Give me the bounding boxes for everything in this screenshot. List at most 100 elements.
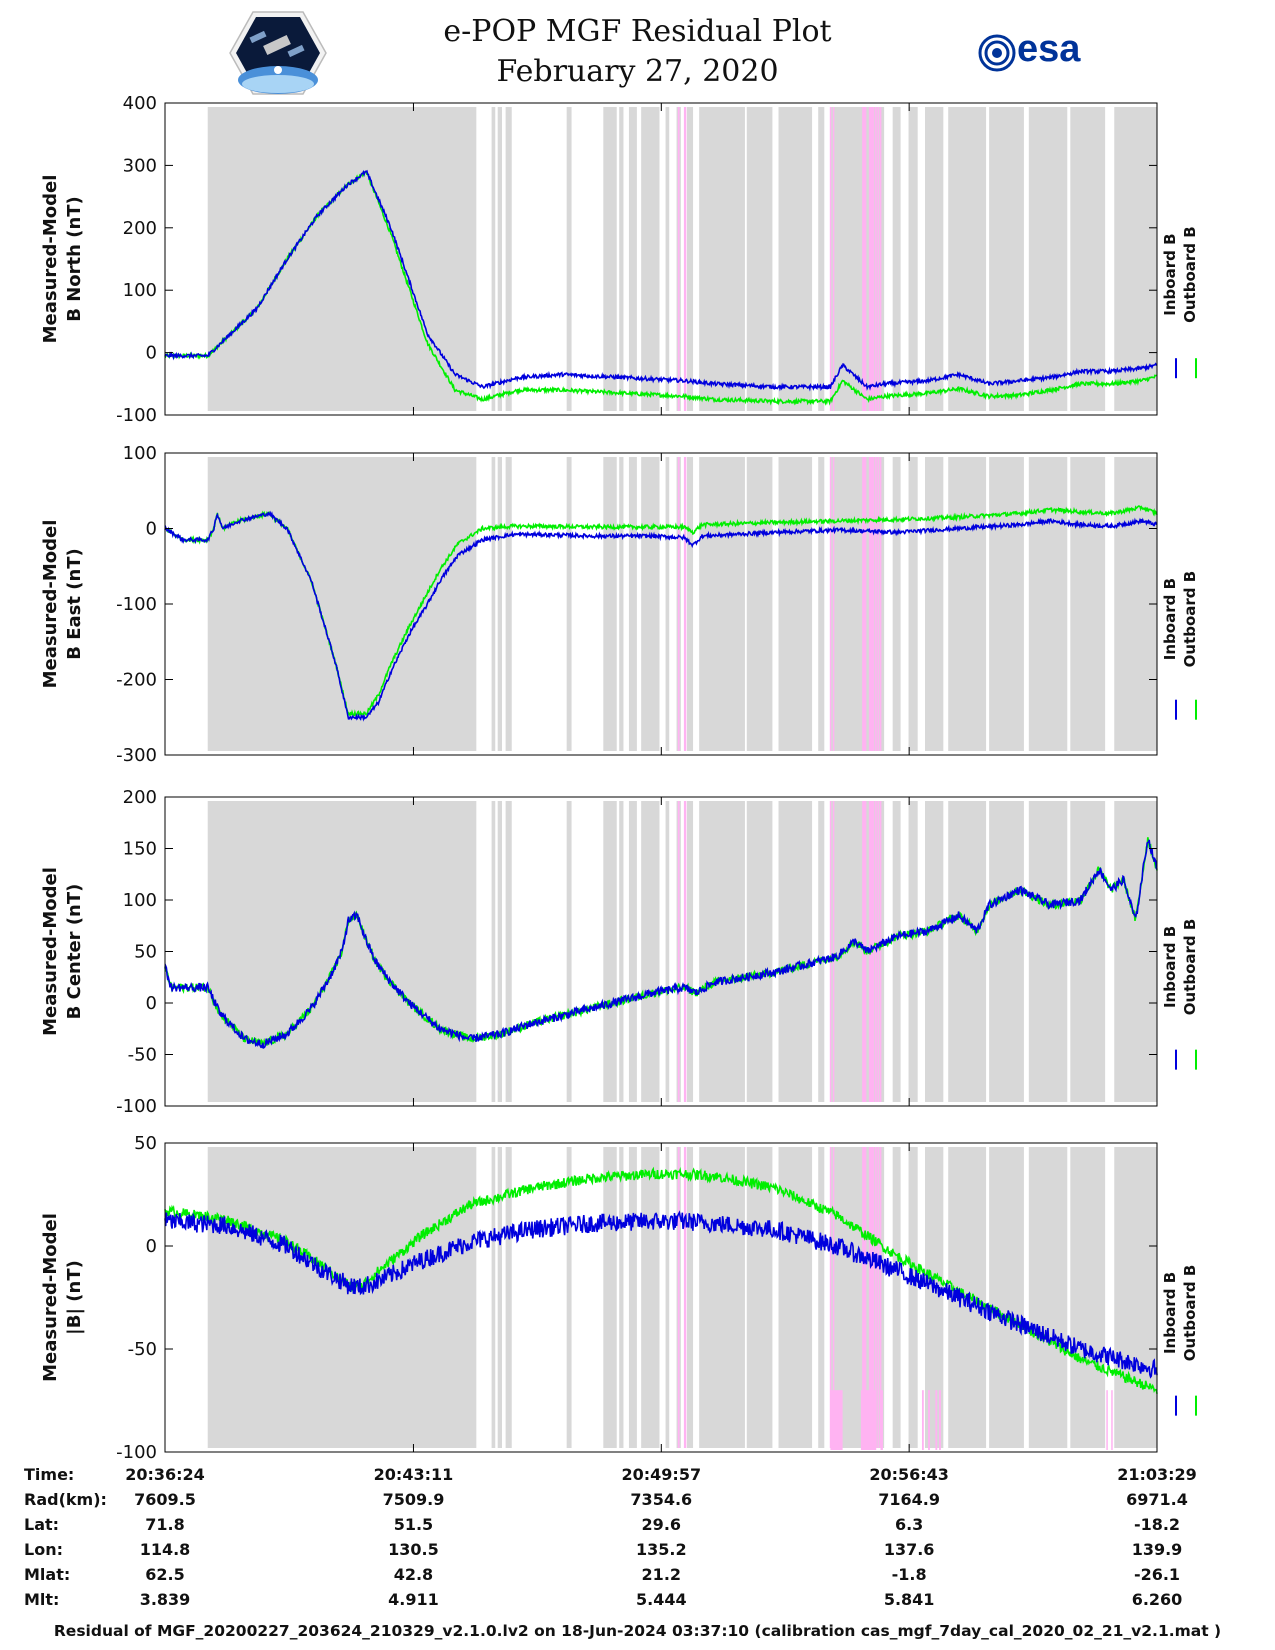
gray-shade-band — [818, 1147, 825, 1448]
panel-b-magnitude: -100 -50 0 50 Measured-Model |B| (nT) Inboard … — [40, 1133, 1199, 1460]
ephemeris-value: 20:43:11 — [373, 1465, 454, 1484]
legend: Inboard B Outboard B — [1161, 1265, 1199, 1362]
pink-shade-band — [868, 107, 875, 411]
gray-shade-band — [1070, 457, 1106, 751]
pink-shade-band — [832, 107, 835, 411]
ephemeris-value: 42.8 — [393, 1565, 434, 1584]
cassiope-mission-logo — [229, 11, 327, 95]
ephemeris-row-label: Mlat: — [24, 1565, 71, 1584]
legend: Inboard B Outboard B — [1161, 571, 1199, 668]
pink-shade-band — [879, 1147, 882, 1448]
gray-shade-band — [989, 107, 1024, 411]
pink-shade-band — [935, 1390, 938, 1450]
gray-shade-band — [989, 457, 1024, 751]
gray-shade-band — [665, 107, 670, 411]
ephemeris-row-label: Time: — [24, 1465, 75, 1484]
pink-shade-band — [832, 801, 835, 1102]
gray-shade-band — [497, 107, 502, 411]
panel-b-north: -100 0 100 200 300 400 Measured-Model B North (… — [40, 93, 1199, 426]
y-tick-label: 150 — [123, 839, 157, 860]
y-tick-label: 100 — [123, 890, 157, 911]
y-axis-label: Measured-Model |B| (nT) — [40, 1213, 85, 1382]
pink-shade-band — [874, 801, 877, 1102]
y-axis-label-line: B East (nT) — [64, 548, 85, 660]
pink-shade-band — [683, 801, 687, 1102]
ephemeris-value: 4.911 — [388, 1590, 439, 1609]
gray-shade-band — [207, 1147, 477, 1448]
ephemeris-row-label: Mlt: — [24, 1590, 60, 1609]
gray-shade-band — [892, 107, 901, 411]
gray-shade-band — [908, 801, 918, 1102]
pink-shade-band — [683, 1147, 687, 1448]
gray-shade-band — [830, 457, 863, 751]
y-axis-label-line: B North (nT) — [64, 196, 85, 322]
esa-logo: esa — [975, 28, 1115, 78]
gray-shade-band — [925, 107, 944, 411]
pink-shade-band — [868, 457, 875, 751]
gray-shade-band — [892, 801, 901, 1102]
gray-shade-band — [665, 457, 670, 751]
gray-shade-band — [948, 457, 987, 751]
y-tick-label: -50 — [128, 1045, 157, 1066]
gray-shade-band — [699, 801, 745, 1102]
pink-shade-band — [874, 107, 877, 411]
pink-shade-band — [877, 801, 880, 1102]
gray-shade-band — [665, 801, 670, 1102]
pink-shade-band — [677, 1147, 680, 1448]
gray-shade-band — [699, 107, 745, 411]
gray-shade-band — [641, 801, 660, 1102]
gray-shade-band — [505, 457, 512, 751]
gray-shade-band — [665, 1147, 670, 1448]
gray-shade-band — [746, 801, 773, 1102]
ephemeris-row: Mlt: 3.839 4.911 5.444 5.841 6.260 — [0, 1590, 1275, 1615]
gray-shade-band — [699, 457, 745, 751]
ephemeris-value: 21:03:29 — [1117, 1465, 1197, 1484]
ephemeris-value: 3.839 — [139, 1590, 191, 1609]
pink-shade-band — [877, 1147, 880, 1448]
ephemeris-row: Rad(km): 7609.5 7509.9 7354.6 7164.9 6971.4 — [0, 1490, 1275, 1515]
gray-shade-band — [1070, 1147, 1106, 1448]
pink-shade-band — [862, 107, 867, 411]
inboard-series-line — [164, 839, 1158, 1049]
legend-inboard-label: Inboard B — [1161, 233, 1179, 315]
gray-shade-band — [778, 107, 813, 411]
y-axis-label-line: Measured-Model — [40, 867, 61, 1036]
gray-shade-band — [778, 457, 813, 751]
y-tick-label: 100 — [123, 280, 157, 301]
y-tick-label: -100 — [116, 1096, 157, 1117]
ephemeris-value: 5.841 — [883, 1590, 935, 1609]
legend-inboard-label: Inboard B — [1161, 926, 1179, 1008]
y-axis-label-line: B Center (nT) — [64, 884, 85, 1020]
esa-emblem-icon — [978, 34, 1016, 72]
gray-shade-band — [619, 457, 624, 751]
gray-shade-band — [1070, 801, 1106, 1102]
gray-shade-band — [686, 1147, 694, 1448]
gray-shade-band — [497, 1147, 502, 1448]
gray-shade-band — [699, 1147, 745, 1448]
plot-date: February 27, 2020 — [496, 54, 779, 89]
gray-shade-band — [686, 457, 694, 751]
ephemeris-row: Lon: 114.8 130.5 135.2 137.6 139.9 — [0, 1540, 1275, 1565]
y-axis-label-line: Measured-Model — [40, 1213, 61, 1382]
ephemeris-value: 6.260 — [1131, 1590, 1183, 1609]
ephemeris-value: 7354.6 — [630, 1490, 693, 1509]
pink-shade-band — [683, 457, 687, 751]
legend-inboard-label: Inboard B — [1161, 578, 1179, 660]
y-tick-label: 0 — [146, 993, 157, 1014]
gray-shade-band — [818, 107, 825, 411]
ephemeris-row: Mlat: 62.5 42.8 21.2 -1.8 -26.1 — [0, 1565, 1275, 1590]
gray-shade-band — [491, 801, 496, 1102]
panel-b-center: -100 -50 0 50 100 150 200 Measured-Model B Cente… — [40, 787, 1199, 1117]
pink-shade-band — [939, 1390, 941, 1450]
gray-shade-band — [566, 107, 572, 411]
gray-shade-band — [948, 801, 987, 1102]
gray-shade-band — [491, 457, 496, 751]
y-tick-label: -50 — [128, 1339, 157, 1360]
ephemeris-value: 7509.9 — [382, 1490, 445, 1509]
pink-shade-band — [832, 457, 835, 751]
gray-shade-band — [497, 457, 502, 751]
ephemeris-value: 51.5 — [393, 1515, 434, 1534]
gray-shade-band — [925, 1147, 944, 1448]
ephemeris-row-label: Lat: — [24, 1515, 60, 1534]
gray-shade-band — [505, 801, 512, 1102]
